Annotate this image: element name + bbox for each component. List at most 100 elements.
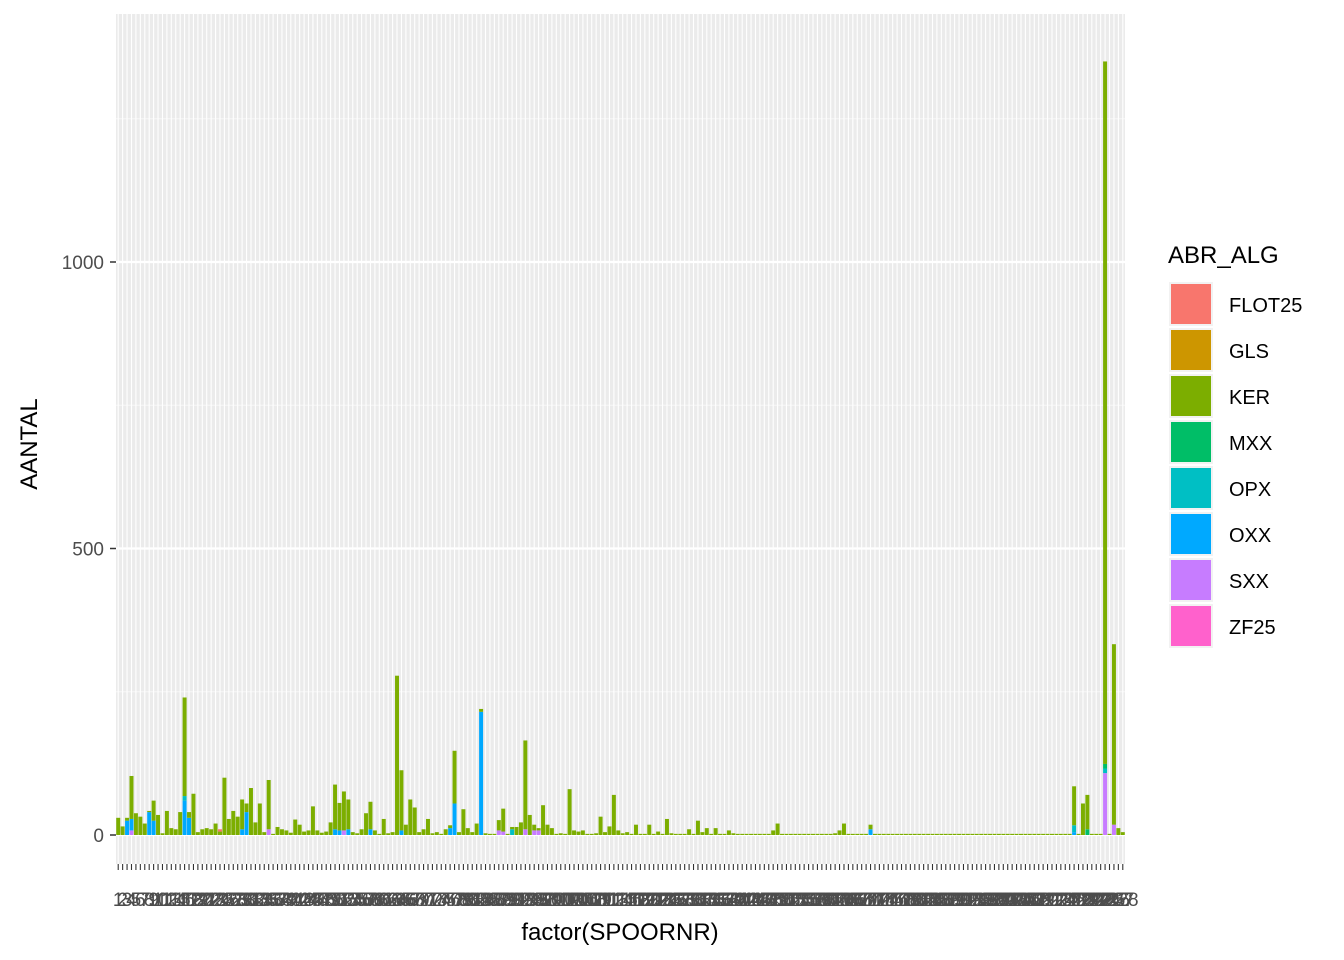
x-tick-label: 16 bbox=[174, 890, 195, 911]
bar-210 bbox=[1041, 833, 1046, 835]
bar-segment-ker bbox=[536, 828, 541, 831]
x-tick-label: 34 bbox=[254, 890, 276, 911]
bar-132 bbox=[695, 820, 700, 835]
bar-segment-ker bbox=[399, 770, 404, 831]
x-tick-label: 179 bbox=[890, 890, 922, 911]
bar-217 bbox=[1072, 786, 1077, 835]
bar-57 bbox=[364, 813, 369, 835]
bar-segment-ker bbox=[253, 822, 258, 835]
bar-segment-sxx bbox=[266, 829, 271, 835]
x-tick-label: 121 bbox=[633, 890, 665, 911]
bar-segment-ker bbox=[647, 824, 652, 835]
bar-134 bbox=[704, 828, 709, 835]
bar-segment-ker bbox=[505, 833, 510, 835]
bar-segment-ker bbox=[979, 833, 984, 835]
x-tick-label: 164 bbox=[824, 890, 856, 911]
bar-segment-ker bbox=[629, 833, 634, 835]
bar-segment-ker bbox=[802, 833, 807, 835]
x-tick-label: 156 bbox=[788, 890, 820, 911]
x-tick-label: 37 bbox=[267, 890, 288, 911]
bar-104 bbox=[572, 830, 577, 835]
bar-83 bbox=[479, 708, 484, 835]
bar-152 bbox=[784, 833, 789, 835]
bar-segment-ker bbox=[297, 824, 302, 835]
bar-3 bbox=[125, 817, 130, 835]
bar-88 bbox=[501, 808, 506, 835]
x-axis: 1234567891011121314151617181920212223242… bbox=[113, 864, 1139, 911]
x-tick-label: 170 bbox=[850, 890, 882, 911]
bar-segment-ker bbox=[461, 809, 466, 835]
bar-177 bbox=[895, 833, 900, 835]
x-tick-label: 188 bbox=[930, 890, 962, 911]
x-tick-label: 65 bbox=[391, 890, 412, 911]
x-tick-label: 144 bbox=[735, 890, 767, 911]
x-tick-label: 83 bbox=[471, 890, 492, 911]
x-tick-label: 92 bbox=[510, 890, 531, 911]
bar-segment-ker bbox=[271, 833, 276, 835]
bar-segment-ker bbox=[1107, 833, 1112, 835]
bar-segment-ker bbox=[492, 833, 497, 835]
bar-segment-ker bbox=[346, 799, 351, 830]
bar-79 bbox=[461, 809, 466, 835]
x-tick-label: 151 bbox=[766, 890, 798, 911]
x-tick-label: 207 bbox=[1014, 890, 1046, 911]
bar-segment-ker bbox=[996, 833, 1001, 835]
bar-158 bbox=[811, 833, 815, 835]
x-tick-label: 216 bbox=[1054, 890, 1086, 911]
bar-142 bbox=[740, 833, 745, 835]
x-tick-label: 227 bbox=[1103, 890, 1135, 911]
bar-segment-oxx bbox=[399, 830, 404, 835]
bar-35 bbox=[266, 779, 271, 835]
x-tick-label: 215 bbox=[1049, 890, 1081, 911]
bar-segment-ker bbox=[1089, 833, 1094, 835]
x-tick-label: 107 bbox=[571, 890, 603, 911]
x-tick-label: 87 bbox=[488, 890, 509, 911]
x-tick-label: 30 bbox=[236, 890, 257, 911]
bar-segment-ker bbox=[687, 829, 692, 835]
legend-label-zf25: ZF25 bbox=[1229, 617, 1276, 639]
bar-segment-sxx bbox=[532, 830, 537, 835]
bar-segment-ker bbox=[603, 832, 608, 835]
x-tick-label: 219 bbox=[1067, 890, 1099, 911]
x-tick-label: 43 bbox=[294, 890, 315, 911]
bar-93 bbox=[523, 740, 528, 835]
bar-145 bbox=[753, 833, 758, 835]
bar-segment-ker bbox=[749, 833, 754, 835]
bar-185 bbox=[930, 833, 935, 835]
bar-segment-ker bbox=[350, 832, 355, 835]
x-tick-label: 129 bbox=[669, 890, 701, 911]
bar-segment-oxx bbox=[337, 830, 342, 835]
x-tick-label: 10 bbox=[147, 890, 168, 911]
bar-161 bbox=[824, 833, 829, 835]
x-tick-label: 228 bbox=[1107, 890, 1139, 911]
x-tick-label: 155 bbox=[784, 890, 816, 911]
bar-44 bbox=[306, 830, 311, 835]
x-tick-label: 223 bbox=[1085, 890, 1117, 911]
bar-190 bbox=[952, 833, 957, 835]
plot-area bbox=[116, 14, 1125, 864]
bar-segment-ker bbox=[523, 740, 528, 830]
x-tick-label: 54 bbox=[342, 890, 364, 911]
bar-segment-ker bbox=[1023, 833, 1028, 835]
bar-segment-ker bbox=[611, 794, 616, 835]
legend-swatch-ker bbox=[1171, 376, 1211, 416]
bar-segment-ker bbox=[474, 823, 479, 835]
x-tick-label: 131 bbox=[678, 890, 710, 911]
x-tick-label: 163 bbox=[819, 890, 851, 911]
x-tick-label: 113 bbox=[599, 890, 629, 911]
bar-segment-oxx bbox=[151, 820, 156, 835]
bar-121 bbox=[647, 824, 652, 835]
bar-segment-ker bbox=[222, 777, 227, 835]
x-tick-label: 61 bbox=[373, 890, 394, 911]
x-tick-label: 90 bbox=[502, 890, 523, 911]
bar-segment-ker bbox=[439, 833, 444, 835]
bar-segment-ker bbox=[235, 816, 240, 835]
bar-segment-ker bbox=[182, 697, 187, 797]
bar-segment-ker bbox=[864, 833, 869, 835]
x-tick-label: 218 bbox=[1063, 890, 1095, 911]
bar-76 bbox=[448, 825, 453, 835]
bar-segment-ker bbox=[191, 793, 196, 835]
x-tick-label: 35 bbox=[258, 890, 279, 911]
bar-124 bbox=[660, 833, 665, 835]
x-tick-label: 180 bbox=[895, 890, 927, 911]
